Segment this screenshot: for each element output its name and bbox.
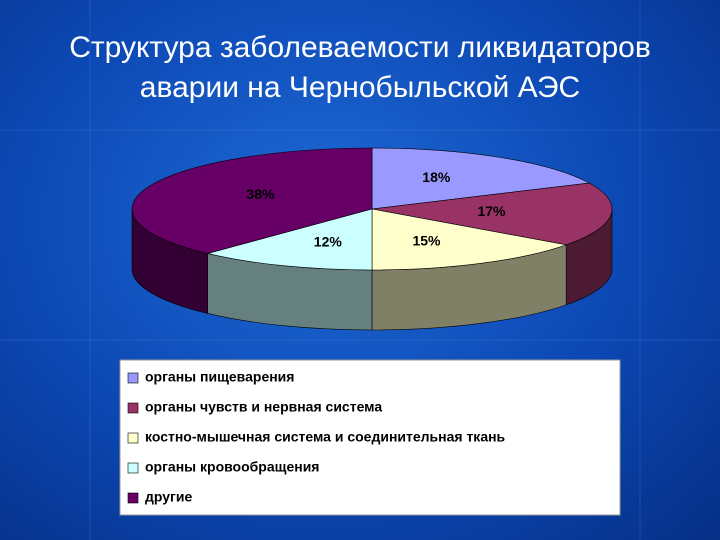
value-label: 12% xyxy=(314,234,343,250)
legend-label: органы чувств и нервная система xyxy=(145,399,382,415)
legend-label: органы кровообращения xyxy=(145,459,319,475)
value-label: 15% xyxy=(412,232,441,248)
legend-swatch xyxy=(127,462,139,474)
chart-title: Структура заболеваемости ликвидаторов ав… xyxy=(69,31,651,104)
legend-label: органы пищеварения xyxy=(145,369,294,385)
legend-label: другие xyxy=(145,489,192,505)
slice xyxy=(371,147,591,210)
value-label: 17% xyxy=(477,203,506,219)
slice xyxy=(207,208,373,271)
legend-swatch xyxy=(127,402,139,414)
slice xyxy=(371,182,613,246)
legend-box xyxy=(119,359,621,516)
legend-swatch xyxy=(127,492,139,504)
legend-label: костно-мышечная система и соединительная… xyxy=(145,429,506,445)
legend-swatch xyxy=(127,372,139,384)
value-label: 38% xyxy=(246,186,275,202)
slice xyxy=(371,208,568,271)
slice xyxy=(131,147,373,254)
legend-swatch xyxy=(127,432,139,444)
value-label: 18% xyxy=(422,169,451,185)
